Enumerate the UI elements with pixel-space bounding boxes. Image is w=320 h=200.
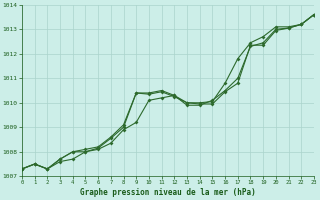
X-axis label: Graphe pression niveau de la mer (hPa): Graphe pression niveau de la mer (hPa) [80, 188, 256, 197]
